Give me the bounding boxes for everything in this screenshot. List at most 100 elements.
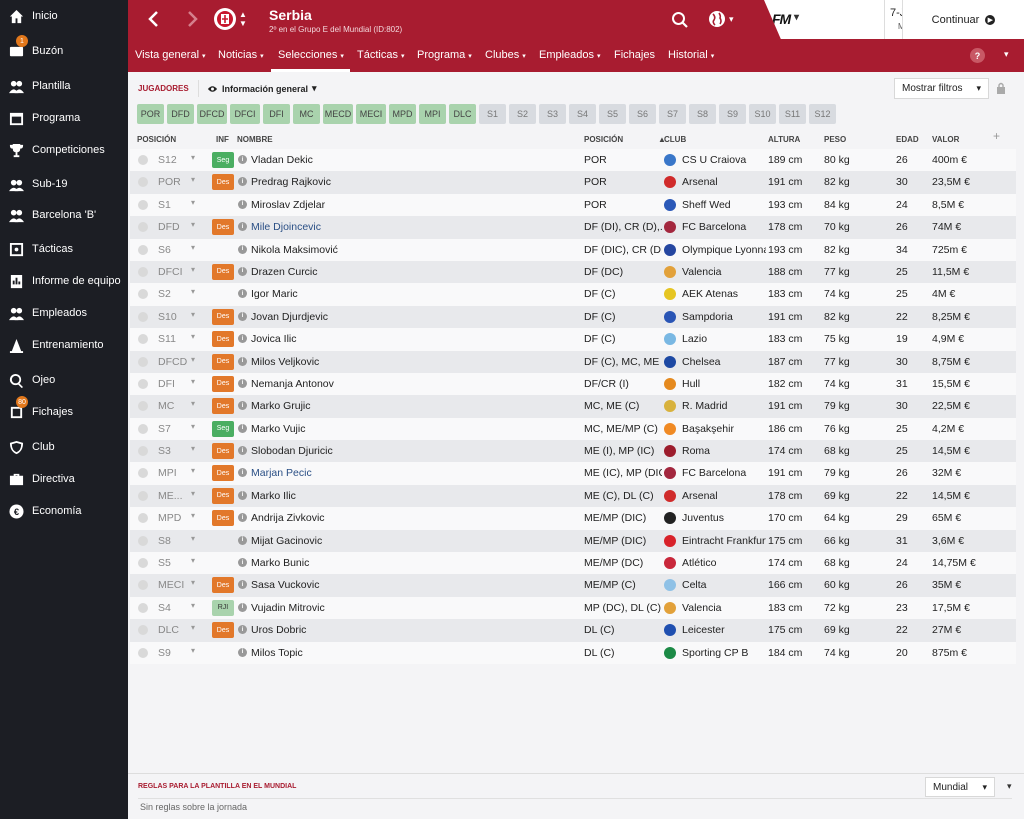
chevron-down-icon[interactable]: ▾ — [191, 287, 196, 297]
sidebar-item[interactable]: Club — [0, 433, 128, 461]
chevron-down-icon[interactable]: ▾ — [191, 376, 196, 386]
chevron-down-icon[interactable]: ▾ — [191, 175, 196, 185]
player-club[interactable]: Valencia — [682, 601, 722, 614]
table-row[interactable]: DFI ▾ Des i Nemanja Antonov DF/CR (I) Hull 182 … — [130, 372, 1016, 396]
chevron-down-icon[interactable]: ▾ — [191, 354, 196, 364]
player-club[interactable]: R. Madrid — [682, 400, 728, 413]
chevron-down-icon[interactable]: ▾ — [191, 421, 196, 431]
player-name[interactable]: Mijat Gacinovic — [251, 534, 323, 547]
position-chip[interactable]: S2 — [509, 104, 536, 124]
player-club[interactable]: Sporting CP B — [682, 646, 749, 659]
position-chip[interactable]: MPI — [419, 104, 446, 124]
table-row[interactable]: S11 ▾ Des i Jovica Ilic DF (C) Lazio 183 cm 75 k… — [130, 328, 1016, 351]
info-icon[interactable]: i — [238, 244, 247, 254]
table-row[interactable]: S2 ▾ i Igor Maric DF (C) AEK Atenas 183 cm 74 k… — [130, 283, 1016, 306]
position-chip[interactable]: MPD — [389, 104, 416, 124]
row-select-dot[interactable] — [138, 625, 148, 636]
player-name[interactable]: Sasa Vuckovic — [251, 579, 320, 592]
column-header-inf[interactable]: INF — [216, 135, 229, 144]
info-icon[interactable]: i — [238, 558, 247, 568]
player-club[interactable]: Lazio — [682, 333, 708, 346]
crest-switch-icon[interactable]: ▲ ▼ — [239, 10, 247, 28]
row-select-dot[interactable] — [138, 647, 148, 658]
position-chip[interactable]: S11 — [779, 104, 806, 124]
chevron-down-icon[interactable]: ▾ — [1004, 49, 1009, 59]
position-chip[interactable]: S3 — [539, 104, 566, 124]
player-club[interactable]: Sheff Wed — [682, 198, 731, 211]
player-name[interactable]: Marjan Pecic — [251, 467, 312, 480]
position-chip[interactable]: MECD — [323, 104, 353, 124]
chevron-down-icon[interactable]: ▾ — [191, 466, 196, 476]
table-row[interactable]: S3 ▾ Des i Slobodan Djuricic ME (I), MP (IC) R… — [130, 440, 1016, 463]
info-icon[interactable]: i — [238, 625, 247, 635]
chevron-down-icon[interactable]: ▾ — [191, 332, 196, 342]
info-icon[interactable]: i — [238, 468, 247, 478]
chevron-down-icon[interactable]: ▾ — [191, 556, 196, 566]
player-club[interactable]: FC Barcelona — [682, 221, 747, 234]
info-icon[interactable]: i — [238, 602, 247, 612]
position-chip[interactable]: S12 — [809, 104, 836, 124]
position-chip[interactable]: S5 — [599, 104, 626, 124]
chevron-down-icon[interactable]: ▾ — [191, 511, 196, 521]
info-icon[interactable]: i — [238, 356, 247, 366]
column-header-weight[interactable]: PESO — [824, 135, 847, 144]
sidebar-item[interactable]: Tácticas — [0, 235, 128, 263]
nav-tab[interactable]: Tácticas ▾ — [357, 49, 404, 61]
table-row[interactable]: S8 ▾ i Mijat Gacinovic ME/MP (DIC) Eintracht … — [130, 529, 1016, 553]
sidebar-item[interactable]: 80 Fichajes — [0, 396, 128, 426]
info-icon[interactable]: i — [238, 423, 247, 433]
info-icon[interactable]: i — [238, 199, 247, 209]
player-club[interactable]: Eintracht Frankfurt — [682, 534, 766, 547]
player-club[interactable]: Olympique Lyonnais — [682, 243, 766, 256]
globe-menu-button[interactable]: ▾ — [708, 10, 734, 28]
player-club[interactable]: AEK Atenas — [682, 288, 739, 301]
player-club[interactable]: Valencia — [682, 265, 722, 278]
player-name[interactable]: Drazen Curcic — [251, 265, 318, 278]
row-select-dot[interactable] — [138, 602, 148, 613]
competition-select[interactable]: Mundial ▾ — [925, 777, 995, 797]
sidebar-item[interactable]: Inicio — [0, 2, 128, 30]
row-select-dot[interactable] — [138, 580, 148, 591]
sidebar-item[interactable]: Competiciones — [0, 136, 128, 164]
fm-logo[interactable]: FM ▾ — [764, 0, 884, 39]
chevron-down-icon[interactable]: ▾ — [191, 578, 196, 588]
player-name[interactable]: Vladan Dekic — [251, 154, 313, 166]
column-header-name[interactable]: NOMBRE — [237, 135, 273, 144]
row-select-dot[interactable] — [138, 356, 148, 367]
sidebar-item[interactable]: Directiva — [0, 465, 128, 493]
position-chip[interactable]: DFCD — [197, 104, 227, 124]
sidebar-item[interactable]: Ojeo — [0, 366, 128, 394]
player-name[interactable]: Nikola Maksimović — [251, 243, 338, 256]
player-name[interactable]: Mile Djoincevic — [251, 221, 322, 234]
player-name[interactable]: Uros Dobric — [251, 624, 307, 637]
row-select-dot[interactable] — [138, 446, 148, 457]
player-club[interactable]: Roma — [682, 445, 711, 458]
position-chip[interactable]: POR — [137, 104, 164, 124]
row-select-dot[interactable] — [138, 199, 148, 210]
row-select-dot[interactable] — [138, 423, 148, 434]
sidebar-item[interactable]: Entrenamiento — [0, 331, 128, 359]
player-name[interactable]: Milos Veljkovic — [251, 355, 320, 368]
position-chip[interactable]: S4 — [569, 104, 596, 124]
info-icon[interactable]: i — [238, 580, 247, 590]
nav-tab[interactable]: Historial ▾ — [668, 49, 714, 61]
info-icon[interactable]: i — [238, 513, 247, 523]
player-club[interactable]: Sampdoria — [682, 310, 733, 323]
player-club[interactable]: Başakşehir — [682, 422, 734, 435]
chevron-down-icon[interactable]: ▾ — [191, 645, 196, 655]
sidebar-item[interactable]: € Economía — [0, 497, 128, 525]
chevron-down-icon[interactable]: ▾ — [191, 242, 196, 252]
column-header-value[interactable]: VALOR — [932, 135, 960, 144]
sidebar-item[interactable]: Programa — [0, 104, 128, 132]
player-name[interactable]: Milos Topic — [251, 646, 303, 659]
row-select-dot[interactable] — [138, 177, 148, 188]
info-icon[interactable]: i — [238, 266, 247, 276]
sidebar-item[interactable]: Informe de equipo — [0, 267, 128, 295]
player-name[interactable]: Marko Bunic — [251, 557, 310, 570]
forward-arrow-icon[interactable] — [182, 8, 204, 30]
add-column-icon[interactable]: + — [993, 129, 1001, 143]
table-row[interactable]: DFCI ▾ Des i Drazen Curcic DF (DC) Valencia 188… — [130, 260, 1016, 284]
chevron-down-icon[interactable]: ▾ — [191, 623, 196, 633]
player-club[interactable]: CS U Craiova — [682, 154, 747, 166]
